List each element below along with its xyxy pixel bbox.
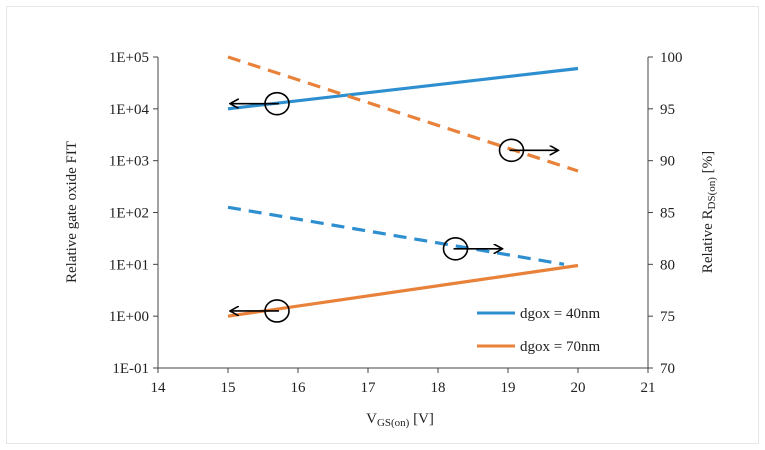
chart-frame xyxy=(6,6,759,444)
y-right-tick-label: 90 xyxy=(660,154,675,170)
x-tick-label: 15 xyxy=(221,380,236,396)
x-tick-label: 14 xyxy=(151,380,167,396)
x-tick-label: 19 xyxy=(501,380,516,396)
y-right-axis-title: Relative RDS(on) [%] xyxy=(700,151,718,273)
y-right-tick-label: 80 xyxy=(660,257,675,273)
circle-arrow-annotation xyxy=(231,91,290,116)
y-left-tick-label: 1E+05 xyxy=(109,50,149,66)
axes-group: 14 15 16 17 18 19 20 21 1E-01 1E+00 1E+01 1E+02 1E+0… xyxy=(109,50,683,396)
y-left-tick-label: 1E+02 xyxy=(109,206,149,222)
circle-arrow-annotation xyxy=(498,138,558,163)
y-right-tick-label: 70 xyxy=(660,361,675,377)
y-left-tick-label: 1E-01 xyxy=(112,361,149,377)
y-right-tick-label: 75 xyxy=(660,309,675,325)
y-right-tick-label: 100 xyxy=(660,50,683,66)
y-left-tick-label: 1E+00 xyxy=(109,309,149,325)
series-line-2 xyxy=(227,55,579,173)
series-group xyxy=(227,55,579,318)
circle-arrow-annotation xyxy=(442,236,502,261)
x-tick-label: 17 xyxy=(361,380,377,396)
x-tick-label: 16 xyxy=(291,380,307,396)
y-left-tick-label: 1E+01 xyxy=(109,257,149,273)
circle-arrow-annotation xyxy=(231,299,290,323)
y-left-tick-label: 1E+04 xyxy=(109,102,150,118)
legend: dgox = 40nm dgox = 70nm xyxy=(477,306,600,355)
x-axis-title: VGS(on) [V] xyxy=(366,411,434,429)
x-tick-label: 20 xyxy=(571,380,586,396)
legend-label-40nm: dgox = 40nm xyxy=(520,306,600,322)
legend-label-70nm: dgox = 70nm xyxy=(520,339,600,355)
series-line-0 xyxy=(227,66,579,111)
x-tick-label: 18 xyxy=(431,380,446,396)
series-line-1 xyxy=(227,263,579,318)
y-left-axis-title: Relative gate oxide FIT xyxy=(64,141,80,283)
annotations-group xyxy=(231,91,558,323)
y-right-tick-label: 95 xyxy=(660,102,675,118)
y-left-tick-label: 1E+03 xyxy=(109,154,149,170)
x-tick-label: 21 xyxy=(641,380,656,396)
series-line-3 xyxy=(227,205,565,266)
y-right-tick-label: 85 xyxy=(660,206,675,222)
